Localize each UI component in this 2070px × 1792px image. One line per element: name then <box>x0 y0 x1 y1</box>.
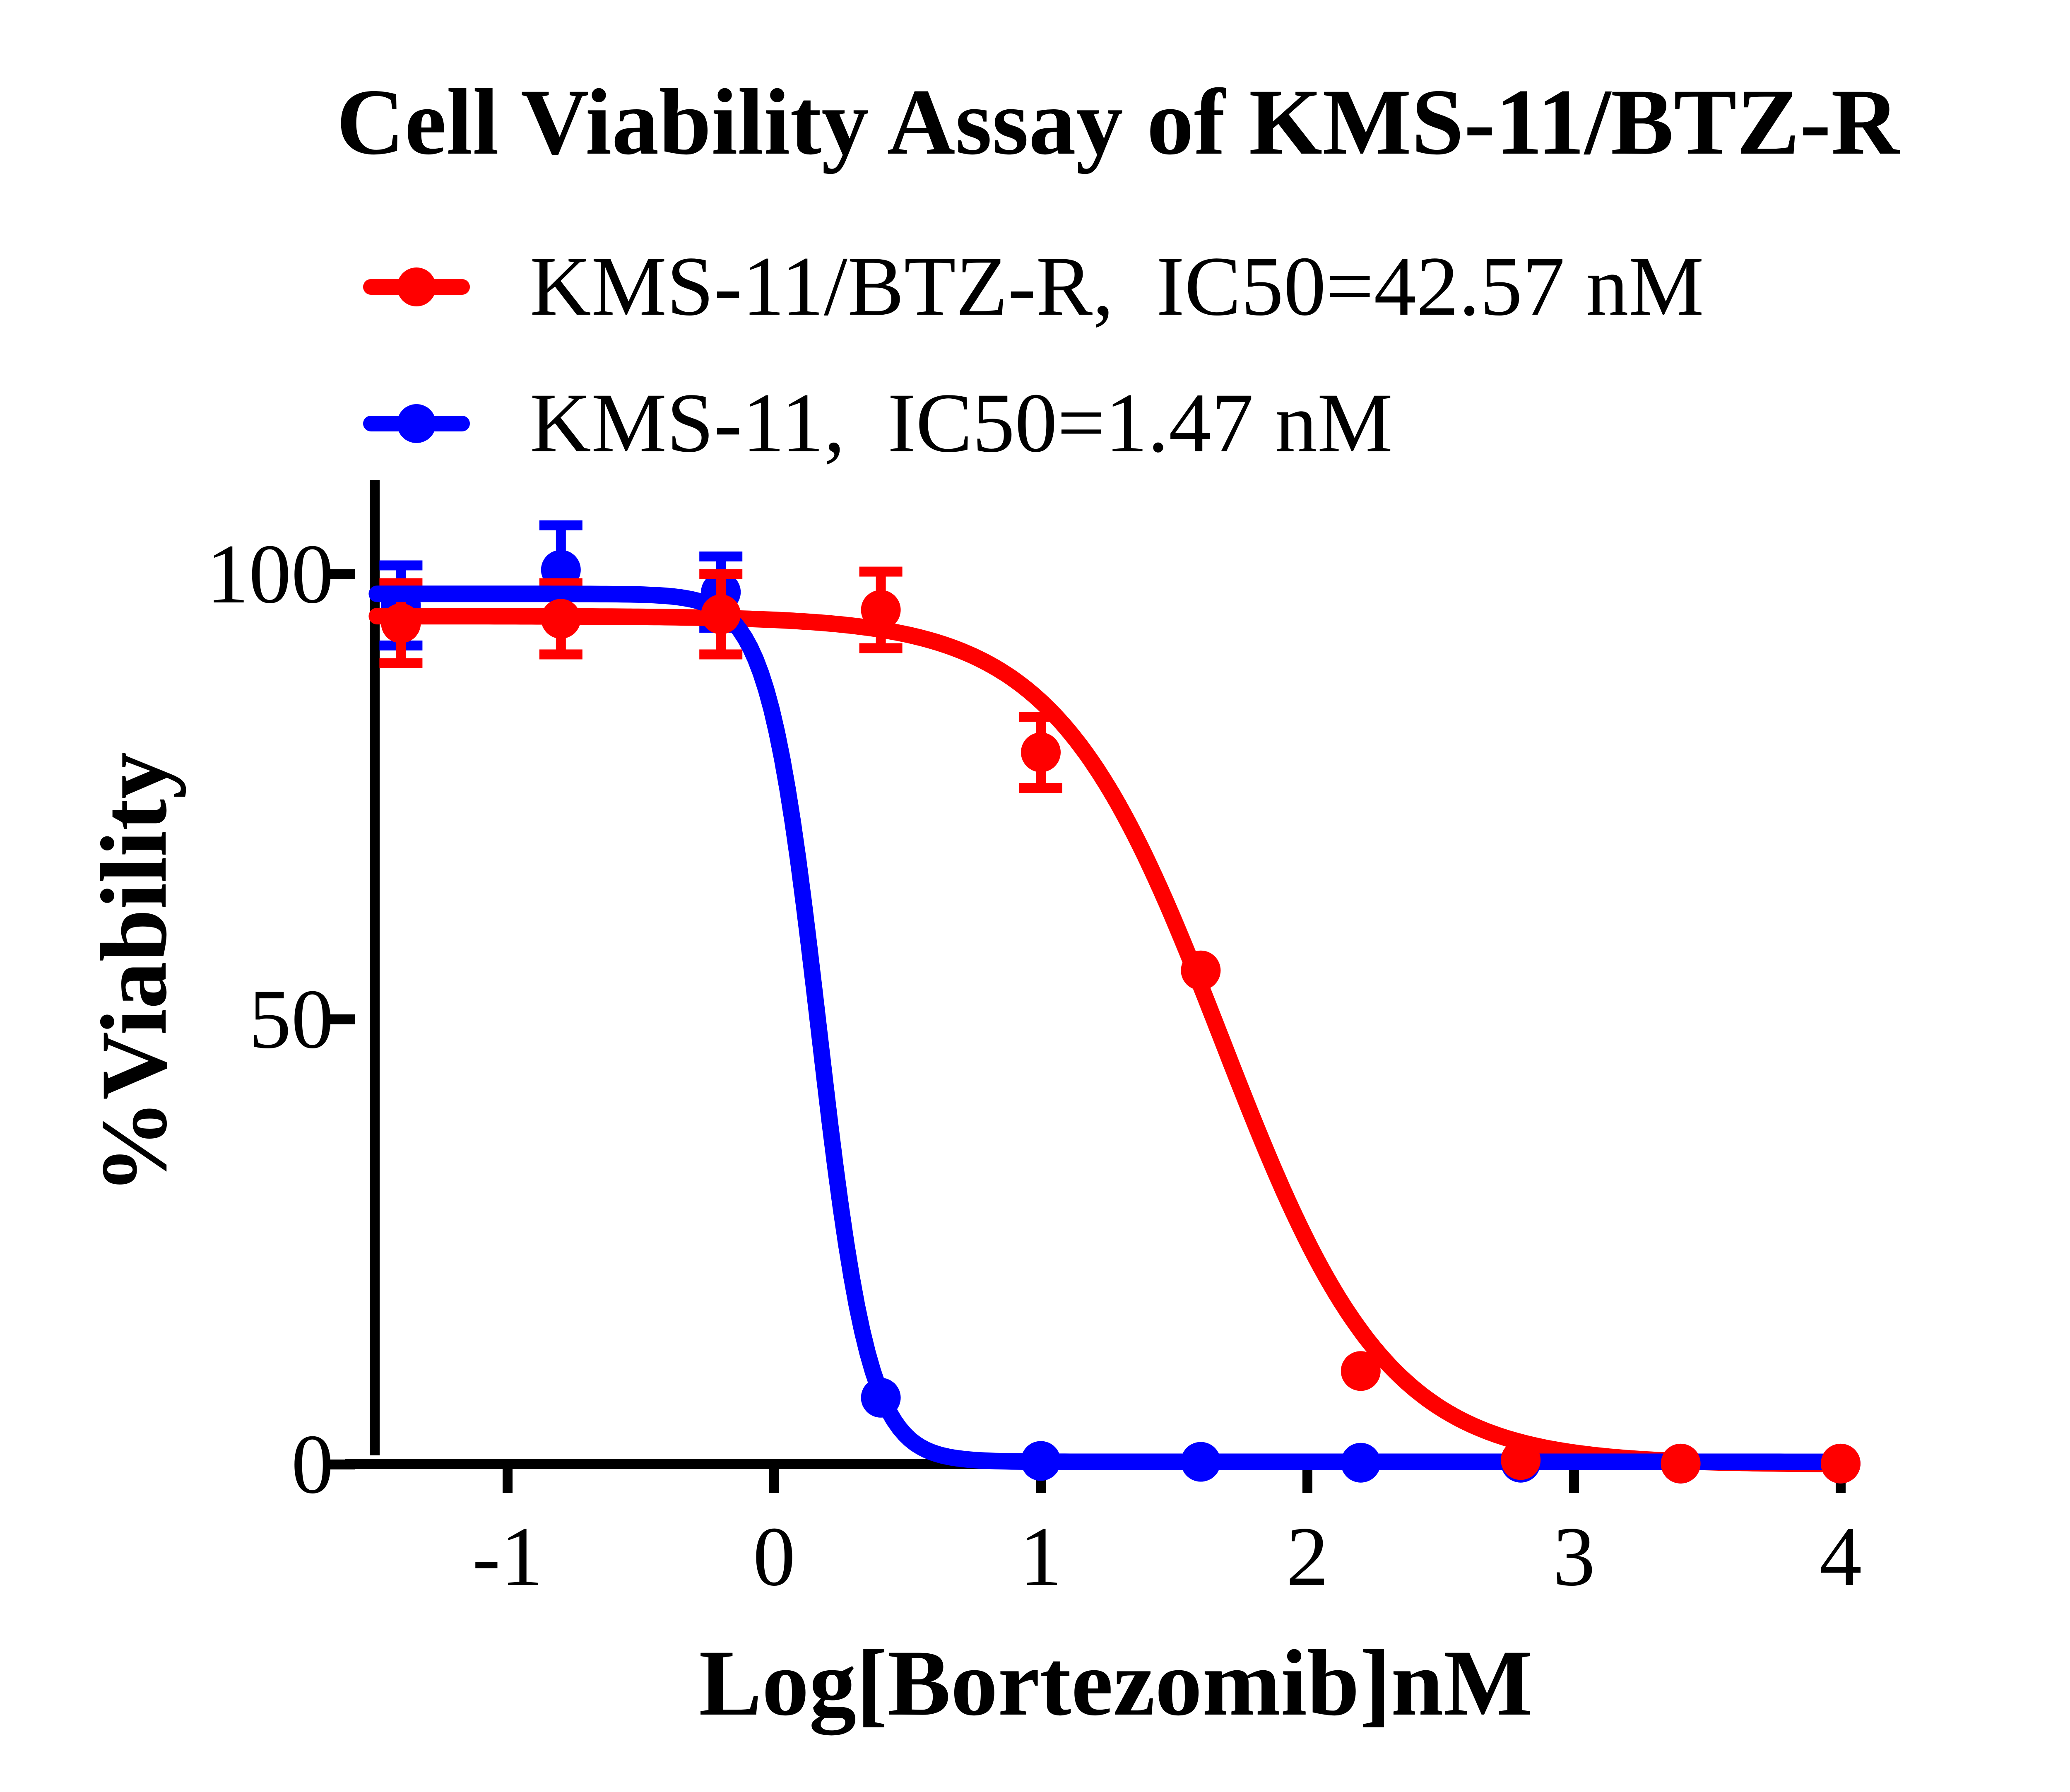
legend-item-kms11-btzr: KMS-11/BTZ-R, IC50=42.57 nM <box>356 237 1764 336</box>
y-tick-label-100: 100 <box>206 527 334 621</box>
kms11-btzr-error-cap-bottom <box>859 643 903 653</box>
legend-item-kms11: KMS-11, IC50=1.47 nM <box>356 373 1764 473</box>
x-tick-label-2: 2 <box>1286 1510 1329 1604</box>
legend-dot-red <box>397 267 436 306</box>
x-tick-label-4: 4 <box>1819 1510 1862 1604</box>
kms11-btzr-point <box>1501 1440 1541 1480</box>
kms11-btzr-point <box>701 594 741 634</box>
y-axis-line <box>370 480 380 1455</box>
kms11-btzr-point <box>1341 1351 1381 1391</box>
y-axis-title: %Viability <box>82 751 186 1195</box>
kms11-btzr-point <box>541 599 581 639</box>
x-tick-label-0: 0 <box>753 1510 796 1604</box>
kms11-error-cap-top <box>699 552 743 561</box>
kms11-btzr-point <box>1181 950 1221 990</box>
kms11-curve <box>368 585 1846 1470</box>
legend-label-kms11-btzr: KMS-11/BTZ-R, IC50=42.57 nM <box>530 239 1704 333</box>
kms11-btzr-point <box>1821 1443 1861 1484</box>
kms11-btzr-point <box>861 590 901 630</box>
kms11-error-cap-top <box>379 560 423 571</box>
y-tick <box>325 1014 355 1024</box>
x-tick-label-3: 3 <box>1552 1510 1596 1604</box>
kms11-btzr-point <box>1021 732 1061 772</box>
kms11-btzr-error-cap-top <box>859 566 903 577</box>
kms11-btzr-error-cap-bottom <box>1019 783 1062 793</box>
chart-title: Cell Viability Assay of KMS-11/BTZ-R <box>336 70 1899 174</box>
kms11-btzr-curve <box>368 608 1846 1472</box>
kms11-btzr-point <box>381 603 421 643</box>
y-tick <box>325 1460 355 1469</box>
x-tick-label-neg1: -1 <box>472 1510 543 1604</box>
x-tick <box>1302 1469 1312 1493</box>
legend-dot-blue <box>397 404 436 443</box>
y-tick-label-50: 50 <box>249 972 334 1066</box>
kms11-btzr-error-cap-bottom <box>379 658 423 668</box>
x-axis-title: Log[Bortezomib]nM <box>699 1631 1533 1735</box>
kms11-btzr-error-cap-bottom <box>699 649 743 660</box>
x-tick <box>503 1469 513 1493</box>
legend-label-kms11: KMS-11, IC50=1.47 nM <box>530 376 1393 470</box>
kms11-btzr-error-cap-bottom <box>539 649 582 660</box>
y-tick <box>325 569 355 579</box>
kms11-btzr-error-cap-top <box>699 569 743 579</box>
kms11-btzr-point <box>1661 1443 1701 1484</box>
y-tick-label-0: 0 <box>291 1417 334 1511</box>
x-tick <box>1569 1469 1579 1493</box>
x-tick <box>769 1469 779 1493</box>
x-tick-label-1: 1 <box>1019 1510 1062 1604</box>
kms11-error-cap-top <box>539 520 582 530</box>
